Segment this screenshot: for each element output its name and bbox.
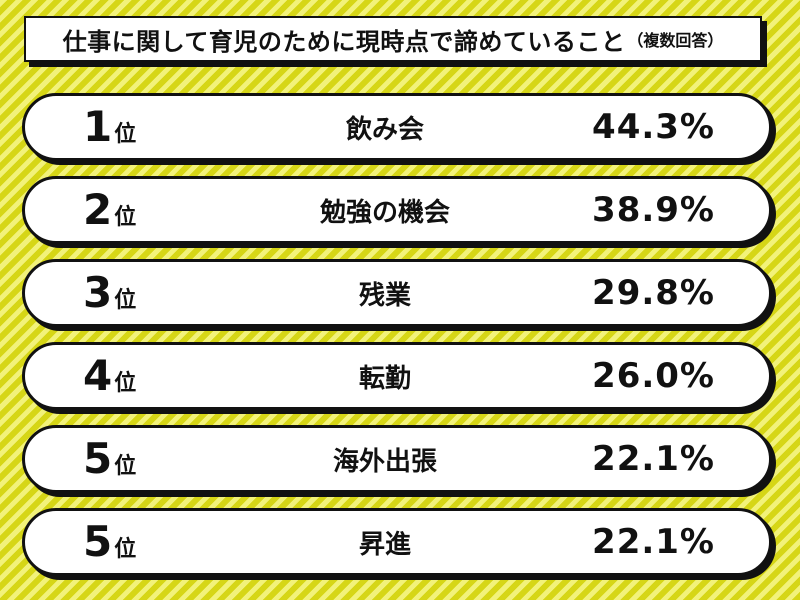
ranking-row: 2 位 勉強の機会 38.9% (22, 176, 772, 244)
ranking-row: 1 位 飲み会 44.3% (22, 93, 772, 161)
ranking-row: 4 位 転勤 26.0% (22, 342, 772, 410)
category-label: 勉強の機会 (319, 197, 450, 228)
percentage-value: 38.9% (592, 190, 715, 230)
chart-title: 仕事に関して育児のために現時点で諦めていること (62, 27, 626, 56)
rank-suffix: 位 (114, 205, 137, 230)
rank-suffix: 位 (114, 122, 137, 147)
rank-number: 5 (83, 434, 113, 483)
ranking-row: 5 位 海外出張 22.1% (22, 425, 772, 493)
rank-suffix: 位 (114, 288, 137, 313)
category-label: 飲み会 (345, 114, 424, 145)
rank-number: 5 (83, 517, 113, 566)
percentage-value: 22.1% (592, 522, 715, 562)
ranking-row: 5 位 昇進 22.1% (22, 508, 772, 576)
category-label: 転勤 (358, 363, 411, 394)
rank-number: 4 (83, 351, 113, 400)
rank-number: 3 (83, 268, 113, 317)
chart-subtitle: （複数回答） (627, 31, 724, 50)
chart-title-box: 仕事に関して育児のために現時点で諦めていること （複数回答） (24, 16, 762, 62)
category-label: 昇進 (358, 529, 411, 560)
ranking-row: 3 位 残業 29.8% (22, 259, 772, 327)
percentage-value: 44.3% (592, 107, 715, 147)
rank-suffix: 位 (114, 454, 137, 479)
category-label: 残業 (358, 280, 411, 311)
category-label: 海外出張 (332, 446, 437, 477)
rank-number: 2 (83, 185, 113, 234)
rank-suffix: 位 (114, 371, 137, 396)
percentage-value: 29.8% (592, 273, 715, 313)
rank-number: 1 (83, 102, 113, 151)
percentage-value: 22.1% (592, 439, 715, 479)
rank-suffix: 位 (114, 537, 137, 562)
percentage-value: 26.0% (592, 356, 715, 396)
